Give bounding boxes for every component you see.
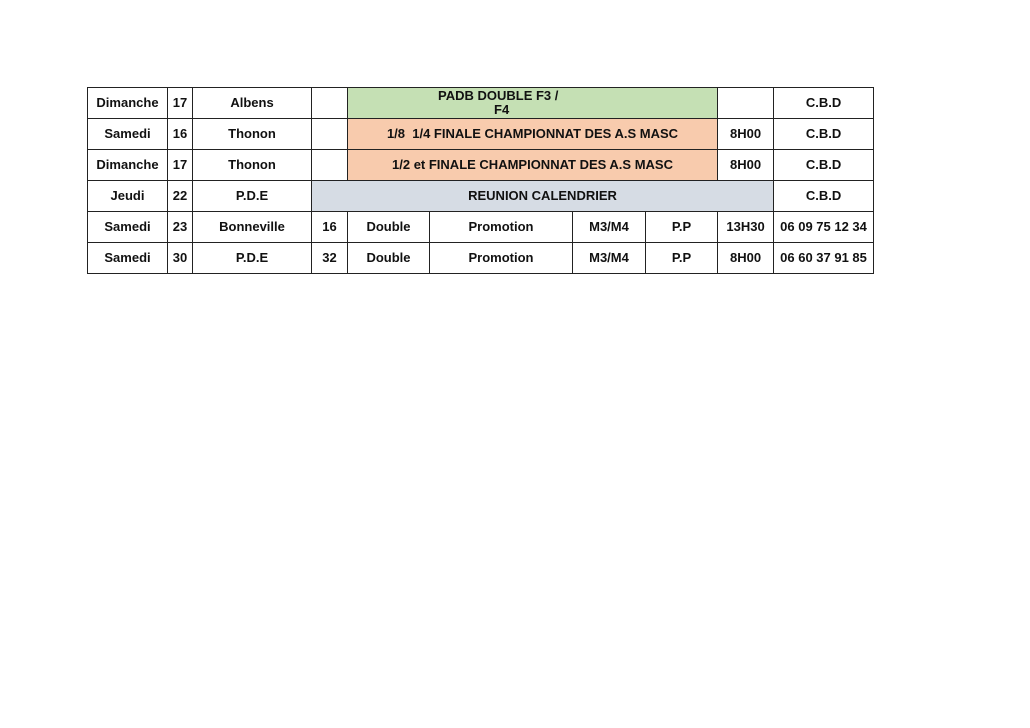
calendar-table: Dimanche 17 Albens PADB DOUBLE F3 / F4 C…: [87, 87, 875, 274]
time-cell: [717, 87, 775, 119]
teams-cell: 32: [311, 242, 348, 274]
event-cell: 1/2 et FINALE CHAMPIONNAT DES A.S MASC: [346, 149, 719, 181]
contact-cell: C.B.D: [773, 87, 875, 119]
place-cell: P.D.E: [192, 242, 312, 274]
table-row: Samedi 23 Bonneville 16 Double Promotion…: [87, 211, 875, 243]
day-cell: Samedi: [87, 242, 168, 274]
date-cell: 17: [167, 149, 193, 181]
time-cell: 13H30: [717, 211, 775, 243]
event-cell: PADB DOUBLE F3 / F4: [346, 87, 719, 119]
event-cell: REUNION CALENDRIER: [310, 180, 775, 212]
level-cell: Promotion: [429, 211, 573, 243]
event-cell: 1/8 1/4 FINALE CHAMPIONNAT DES A.S MASC: [346, 118, 719, 150]
date-cell: 23: [167, 211, 193, 243]
format-cell: Double: [347, 211, 430, 243]
event-line-1: PADB DOUBLE F3 /: [438, 88, 559, 103]
contact-cell: C.B.D: [773, 118, 875, 150]
day-cell: Samedi: [87, 211, 168, 243]
event-line-2: F4: [494, 102, 510, 117]
day-cell: Jeudi: [87, 180, 168, 212]
format-cell: Double: [347, 242, 430, 274]
teams-cell: [311, 149, 348, 181]
place-cell: Thonon: [192, 118, 312, 150]
teams-cell: 16: [311, 211, 348, 243]
table-row: Samedi 16 Thonon 1/8 1/4 FINALE CHAMPION…: [87, 118, 875, 150]
contact-cell: C.B.D: [773, 149, 875, 181]
category-cell: M3/M4: [572, 211, 646, 243]
contact-cell: C.B.D: [773, 180, 875, 212]
date-cell: 22: [167, 180, 193, 212]
date-cell: 30: [167, 242, 193, 274]
mode-cell: P.P: [644, 211, 719, 243]
category-cell: M3/M4: [572, 242, 646, 274]
day-cell: Samedi: [87, 118, 168, 150]
day-cell: Dimanche: [87, 87, 168, 119]
place-cell: Albens: [192, 87, 312, 119]
date-cell: 17: [167, 87, 193, 119]
table-row: Samedi 30 P.D.E 32 Double Promotion M3/M…: [87, 242, 875, 274]
teams-cell: [311, 87, 348, 119]
place-cell: Bonneville: [192, 211, 312, 243]
contact-cell: 06 09 75 12 34: [773, 211, 875, 243]
place-cell: Thonon: [192, 149, 312, 181]
contact-cell: 06 60 37 91 85: [773, 242, 875, 274]
mode-cell: P.P: [644, 242, 719, 274]
table-row: Jeudi 22 P.D.E REUNION CALENDRIER C.B.D: [87, 180, 875, 212]
place-cell: P.D.E: [192, 180, 312, 212]
table-row: Dimanche 17 Thonon 1/2 et FINALE CHAMPIO…: [87, 149, 875, 181]
teams-cell: [311, 118, 348, 150]
time-cell: 8H00: [717, 242, 775, 274]
time-cell: 8H00: [717, 118, 775, 150]
date-cell: 16: [167, 118, 193, 150]
table-row: Dimanche 17 Albens PADB DOUBLE F3 / F4 C…: [87, 87, 875, 119]
level-cell: Promotion: [429, 242, 573, 274]
day-cell: Dimanche: [87, 149, 168, 181]
time-cell: 8H00: [717, 149, 775, 181]
